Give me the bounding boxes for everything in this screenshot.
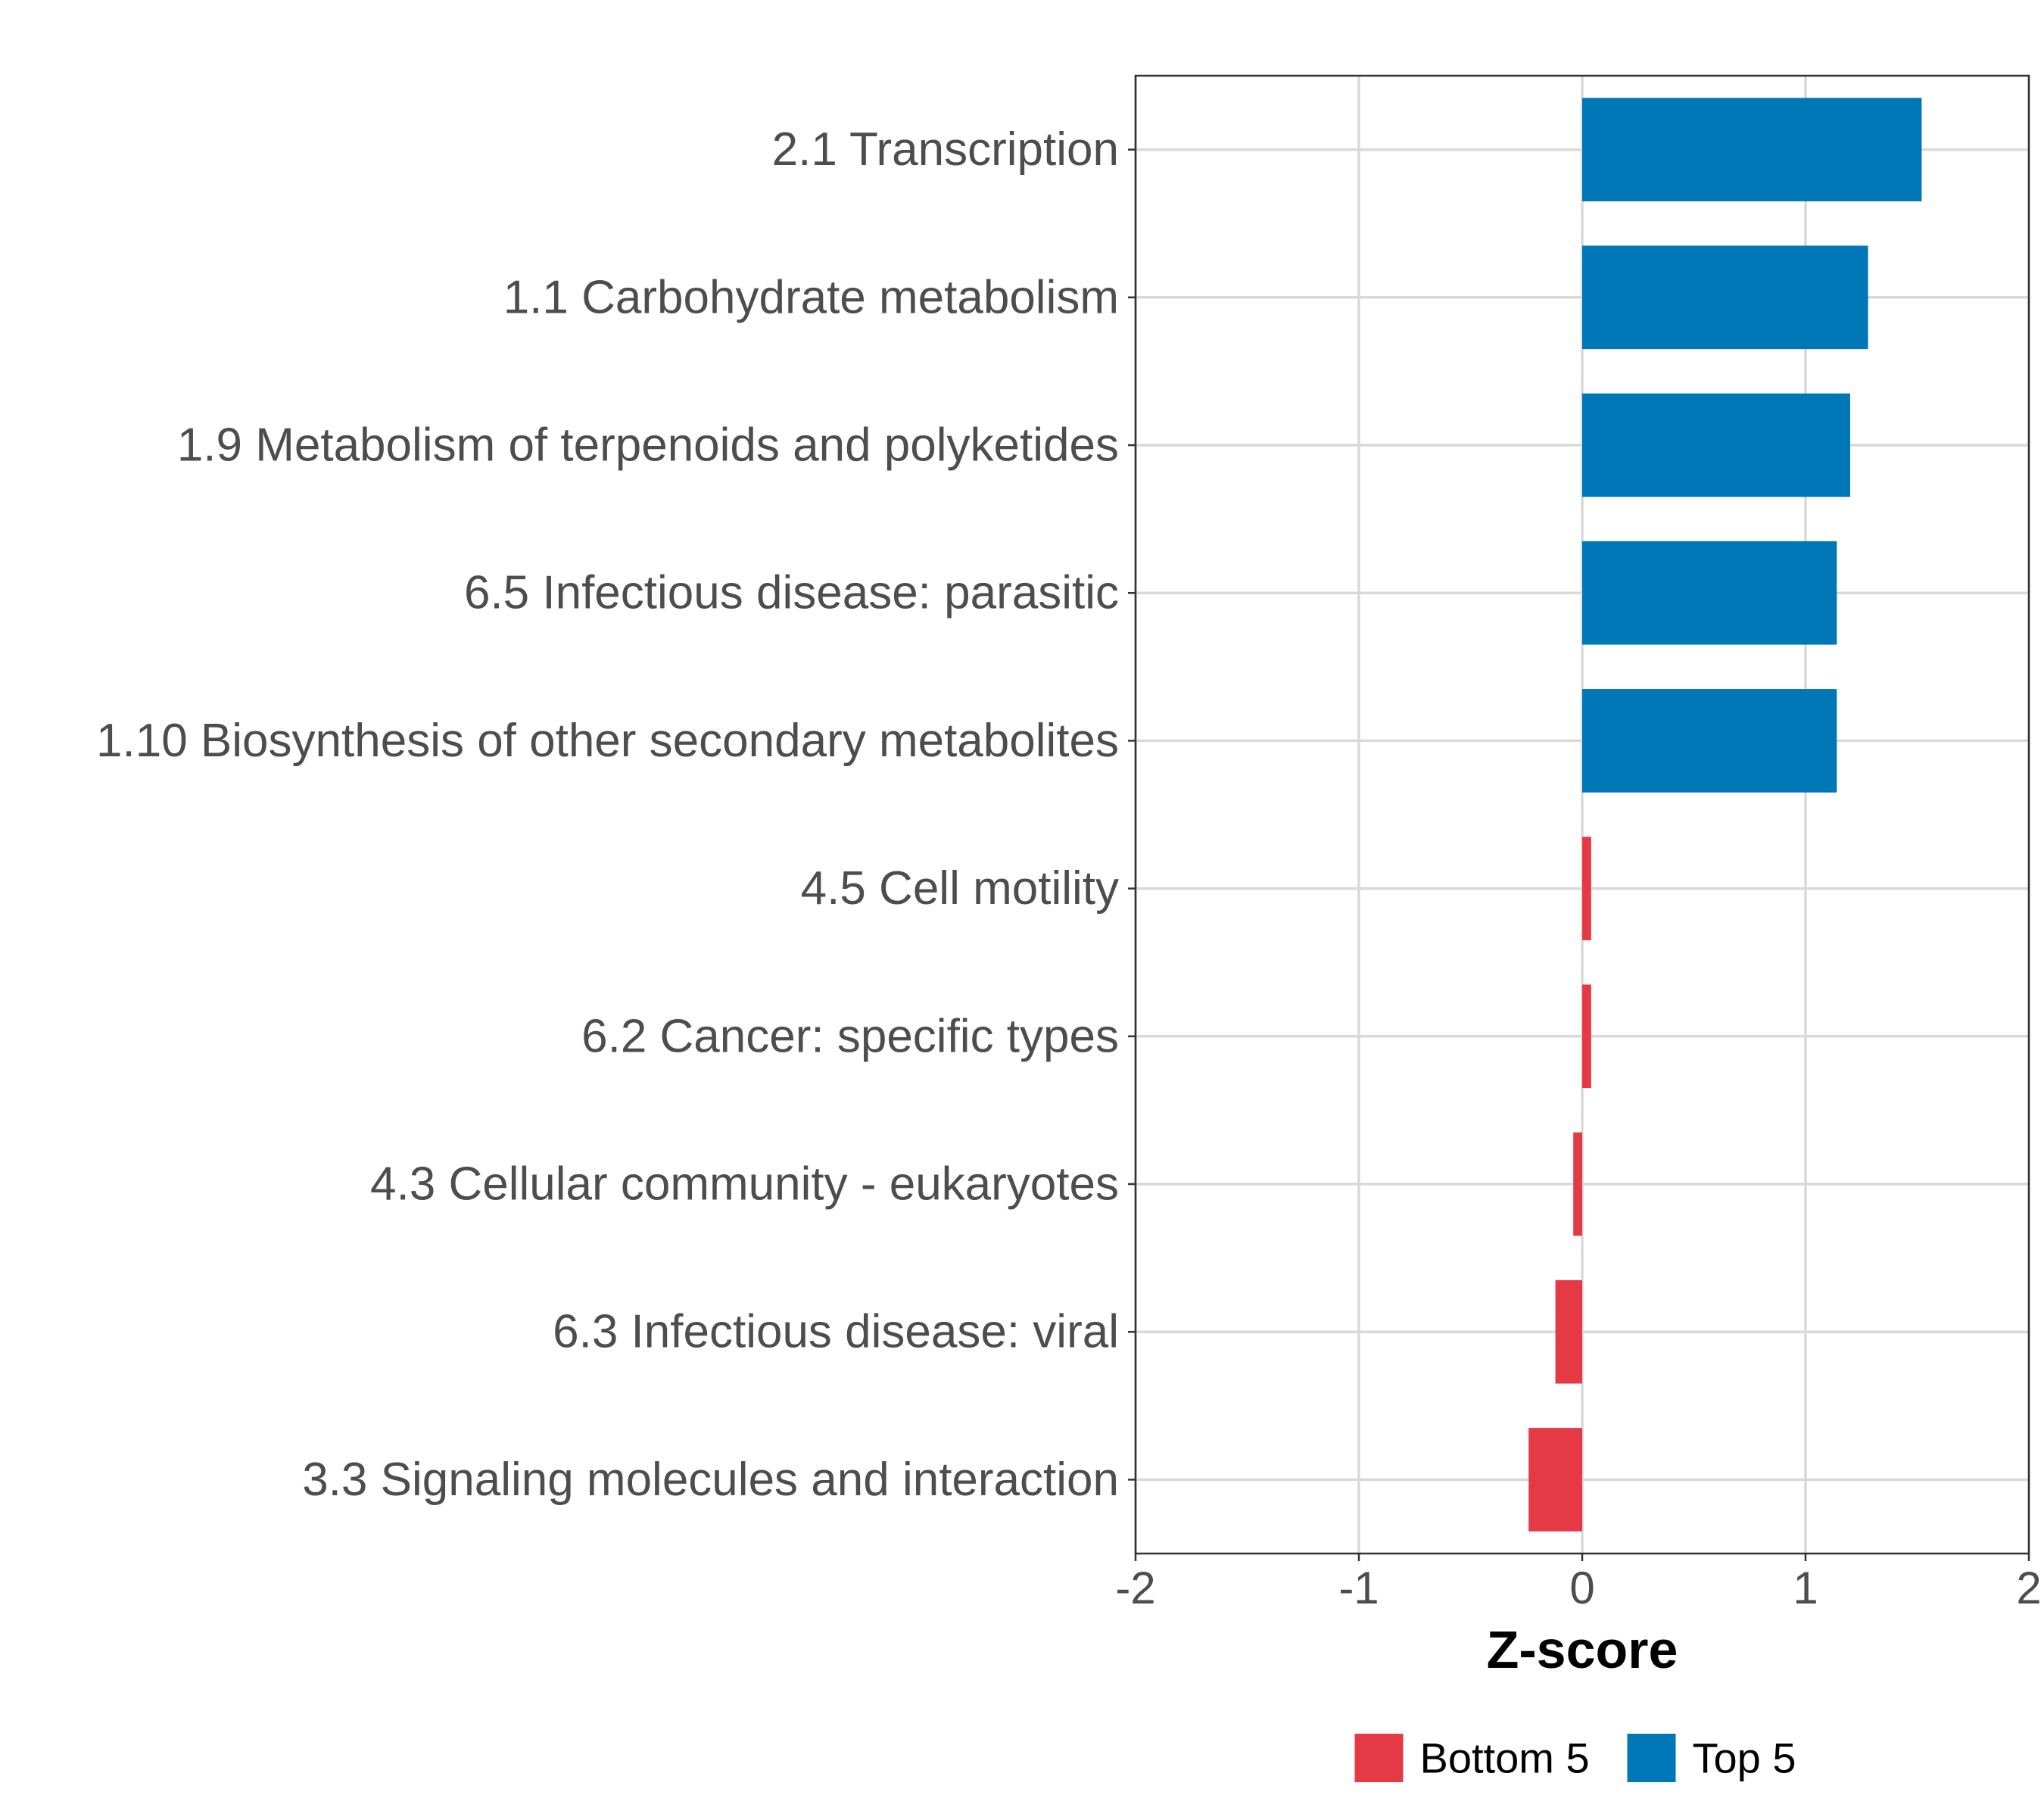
bar [1582, 98, 1922, 201]
category-label: 1.10 Biosynthesis of other secondary met… [96, 715, 1119, 767]
bars [1528, 98, 1922, 1532]
x-tick-label: -2 [1115, 1563, 1155, 1613]
bar [1582, 393, 1850, 497]
bar [1528, 1428, 1582, 1532]
legend-key [1627, 1734, 1676, 1782]
x-tick-label: 1 [1793, 1563, 1818, 1613]
bar [1582, 984, 1591, 1089]
legend-label: Top 5 [1693, 1734, 1796, 1782]
bar [1582, 541, 1837, 645]
category-label: 4.3 Cellular community - eukaryotes [370, 1158, 1119, 1211]
category-label: 6.5 Infectious disease: parasitic [464, 567, 1119, 619]
x-tick-label: 0 [1569, 1563, 1594, 1613]
category-label: 3.3 Signaling molecules and interaction [302, 1454, 1119, 1506]
bar [1582, 689, 1837, 793]
bar [1582, 837, 1591, 940]
legend-label: Bottom 5 [1420, 1734, 1590, 1782]
legend-key [1354, 1734, 1404, 1782]
category-label: 1.1 Carbohydrate metabolism [503, 271, 1119, 323]
category-label: 4.5 Cell motility [801, 862, 1119, 915]
category-label: 1.9 Metabolism of terpenoids and polyket… [177, 419, 1119, 472]
x-axis-title: Z-score [1487, 1620, 1678, 1679]
category-axis: 2.1 Transcription 1.1 Carbohydrate metabo… [96, 123, 1136, 1506]
category-label: 6.3 Infectious disease: viral [553, 1306, 1119, 1358]
bar [1555, 1279, 1582, 1384]
bar [1582, 245, 1868, 350]
x-tick-label: 2 [2016, 1563, 2041, 1613]
category-label: 6.2 Cancer: specific types [581, 1010, 1119, 1062]
x-tick-label: -1 [1338, 1563, 1379, 1613]
legend: Bottom 5 Top 5 [1354, 1734, 1796, 1782]
value-axis: -2 -1 0 1 2 [1115, 1554, 2042, 1613]
category-label: 2.1 Transcription [772, 123, 1119, 176]
bar [1573, 1132, 1582, 1236]
